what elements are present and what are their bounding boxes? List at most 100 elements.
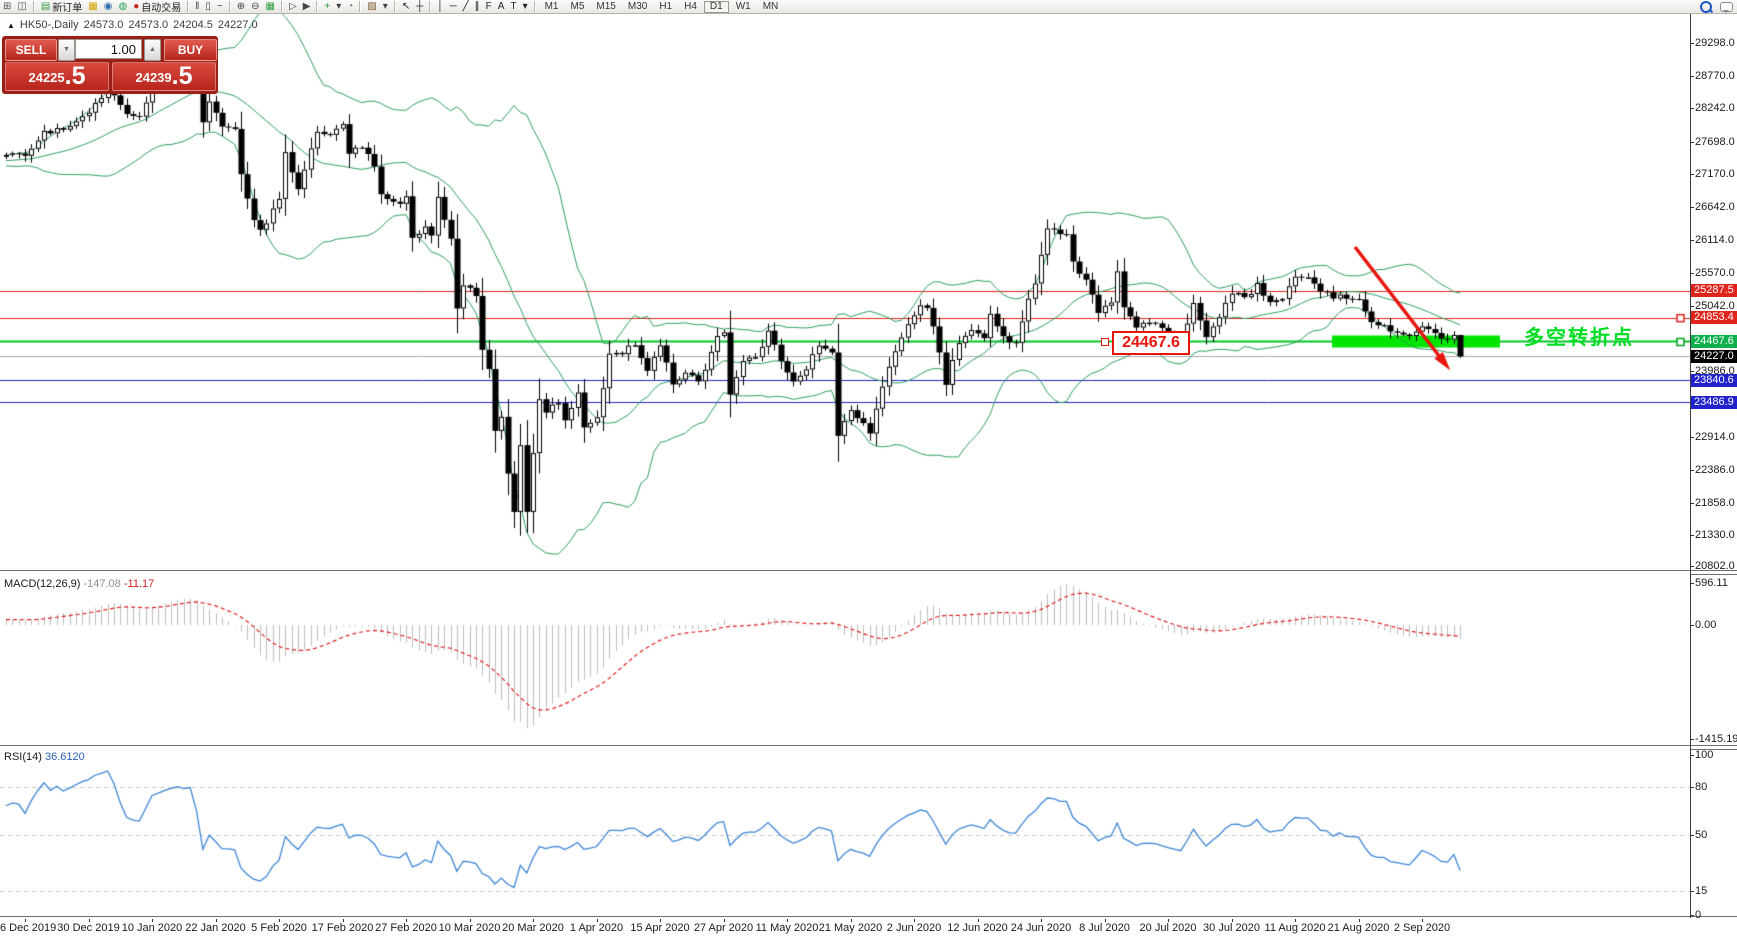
- new-order-button[interactable]: ▤ 新订单: [38, 0, 85, 15]
- trendline-button[interactable]: ╱: [460, 0, 472, 13]
- cursor-button[interactable]: ↖: [399, 0, 413, 13]
- shapes-caret-button[interactable]: ▾: [520, 0, 531, 13]
- callout-anchor-handle[interactable]: [1101, 338, 1109, 346]
- fibonacci-button[interactable]: F: [483, 0, 495, 13]
- line-chart-button[interactable]: ~: [214, 0, 226, 13]
- text-label-icon: T: [510, 0, 517, 12]
- buy-button[interactable]: BUY: [164, 39, 217, 61]
- buy-price-button[interactable]: 24239.5: [112, 62, 216, 91]
- text-label-button[interactable]: T: [507, 0, 519, 13]
- pivot-annotation-text[interactable]: 多空转折点: [1524, 327, 1634, 349]
- new-order-icon: ▤: [40, 0, 51, 12]
- price-chart-canvas[interactable]: [0, 14, 1690, 570]
- period-clock-button[interactable]: ◔: [344, 0, 356, 13]
- price-tick-label: 26114.0: [1695, 233, 1734, 246]
- toolbar-group-indicators: + ▾ ◔: [321, 0, 356, 13]
- horizontal-line-button[interactable]: ─: [447, 0, 460, 13]
- timeframe-h4-button[interactable]: H4: [684, 0, 697, 12]
- volume-decrease-button[interactable]: ▼: [58, 39, 75, 61]
- auto-scroll-button[interactable]: ▷: [286, 0, 300, 13]
- timeframe-d1-button[interactable]: D1: [703, 0, 729, 13]
- bar-chart-button[interactable]: ‖: [192, 0, 202, 13]
- time-axis[interactable]: 6 Dec 2019 30 Dec 2019 10 Jan 2020 22 Jan 2…: [0, 919, 1737, 937]
- toolbar-separator: [393, 1, 396, 12]
- timeframe-m15-button[interactable]: M15: [596, 0, 616, 12]
- templates-button[interactable]: ▨: [364, 0, 379, 13]
- period-clock-icon: ◔: [347, 0, 354, 12]
- time-tick-label: 1 Apr 2020: [569, 922, 624, 934]
- time-tick-label: 12 Jun 2020: [947, 922, 1008, 934]
- buy-price-pips: .5: [171, 62, 193, 90]
- price-tick-mark: [1690, 371, 1694, 373]
- price-tick-label: 26642.0: [1695, 201, 1735, 214]
- toolbar-separator: [32, 1, 35, 12]
- price-tick-mark: [1690, 566, 1694, 567]
- price-tag-23840.6: 23840.6: [1691, 373, 1737, 387]
- templates-caret-icon: ▾: [382, 0, 388, 12]
- sell-price-pips: .5: [64, 62, 86, 90]
- timeframe-w1-button[interactable]: W1: [735, 0, 751, 12]
- autotrading-icon: ●: [133, 0, 140, 12]
- price-tick-mark: [1690, 141, 1694, 143]
- tile-windows-button[interactable]: ▦: [263, 0, 278, 13]
- toolbar-group-objects: │ ─ ╱ ∥ F A T ▾: [434, 0, 530, 13]
- timeframe-h1-button[interactable]: H1: [659, 0, 673, 12]
- time-tick-label: 20 Jul 2020: [1139, 922, 1197, 934]
- zoom-in-button[interactable]: ⊕: [234, 0, 248, 13]
- new-chart-button[interactable]: ⊞: [0, 0, 14, 13]
- macd-indicator-canvas[interactable]: [0, 573, 1690, 745]
- vertical-line-button[interactable]: │: [434, 0, 446, 13]
- indicator-caret-icon: ▾: [336, 0, 342, 12]
- pivot-price-callout[interactable]: 24467.6: [1112, 331, 1190, 355]
- search-icon[interactable]: [1700, 1, 1712, 13]
- timeframe-m5-button[interactable]: M5: [570, 0, 585, 12]
- navigator-icon: ◉: [103, 0, 113, 12]
- indicator-caret-button[interactable]: ▾: [333, 0, 344, 13]
- equidistant-channel-icon: ∥: [474, 0, 480, 12]
- timeframe-m1-button[interactable]: M1: [544, 0, 559, 12]
- chat-icon[interactable]: [1720, 2, 1733, 13]
- price-tick-label: 27170.0: [1695, 168, 1735, 181]
- sell-button[interactable]: SELL: [5, 39, 57, 61]
- toolbar-separator: [281, 1, 283, 12]
- rsi-name: RSI(14): [4, 751, 42, 763]
- templates-caret-button[interactable]: ▾: [380, 0, 391, 13]
- time-tick-label: 27 Apr 2020: [693, 922, 754, 934]
- timeframe-m30-button[interactable]: M30: [627, 0, 648, 12]
- crosshair-button[interactable]: ┼: [413, 0, 426, 13]
- add-indicator-button[interactable]: +: [321, 0, 333, 13]
- profiles-button[interactable]: ◫: [14, 0, 29, 13]
- volume-input[interactable]: 1.00: [75, 39, 142, 59]
- equidistant-channel-button[interactable]: ∥: [472, 0, 483, 13]
- text-button[interactable]: A: [495, 0, 508, 13]
- price-axis[interactable]: 29298.0 28770.0 28242.0 27698.0 27170.0 26642…: [1690, 14, 1737, 921]
- chart-shift-button[interactable]: ▶: [300, 0, 314, 13]
- market-watch-button[interactable]: ▦: [85, 0, 100, 13]
- time-tick-label: 2 Sep 2020: [1393, 922, 1451, 934]
- autotrading-button[interactable]: ● 自动交易: [130, 0, 184, 15]
- toolbar-separator: [228, 1, 231, 12]
- time-tick-label: 10 Mar 2020: [438, 922, 501, 934]
- timeframe-mn-button[interactable]: MN: [762, 0, 779, 12]
- rsi-indicator-canvas[interactable]: [0, 748, 1690, 916]
- time-tick-label: 17 Feb 2020: [311, 922, 374, 934]
- price-tag-25287.5: 25287.5: [1691, 284, 1737, 298]
- time-tick-label: 30 Dec 2019: [57, 922, 120, 934]
- collapse-quotes-icon[interactable]: ▲: [7, 20, 15, 30]
- toolbar-group-trade: ▤ 新订单 ▦ ◉ ◍ ● 自动交易: [38, 0, 184, 15]
- time-tick-label: 15 Apr 2020: [630, 922, 690, 934]
- signals-button[interactable]: ◍: [115, 0, 130, 13]
- navigator-button[interactable]: ◉: [101, 0, 116, 13]
- price-tag-24467.6: 24467.6: [1691, 334, 1737, 348]
- zoom-out-button[interactable]: ⊖: [248, 0, 262, 13]
- sell-price-button[interactable]: 24225.5: [5, 62, 109, 91]
- rsi-scale-label: 15: [1695, 885, 1708, 897]
- volume-increase-button[interactable]: ▲: [144, 39, 161, 61]
- candlestick-chart-button[interactable]: ▯: [202, 0, 214, 13]
- ohlc-close: 24227.0: [217, 19, 258, 31]
- cursor-icon: ↖: [401, 0, 411, 12]
- price-tick-label: 20802.0: [1695, 560, 1735, 572]
- macd-name: MACD(12,26,9): [4, 578, 81, 590]
- price-tag-24853.4: 24853.4: [1691, 311, 1737, 325]
- toolbar-group-pointer: ↖ ┼: [399, 0, 426, 13]
